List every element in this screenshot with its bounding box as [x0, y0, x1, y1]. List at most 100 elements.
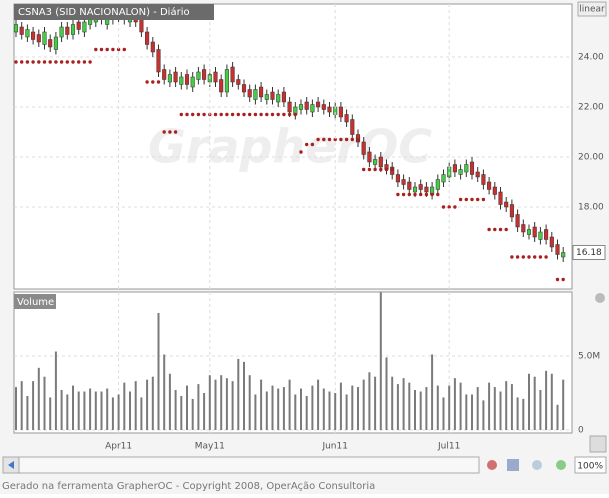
candle-body	[270, 91, 275, 100]
candle-body	[281, 91, 286, 103]
stop-dot	[333, 137, 337, 142]
zoom-value[interactable]: 100%	[577, 462, 603, 472]
volume-bar	[151, 376, 154, 430]
stop-dot	[447, 205, 451, 209]
volume-bar	[516, 397, 519, 430]
stop-dot	[105, 47, 109, 52]
volume-bar	[277, 388, 280, 430]
scale-label[interactable]: linear	[579, 5, 605, 15]
volume-bar	[328, 391, 331, 430]
candle-body	[230, 66, 235, 83]
scale-button[interactable]	[577, 1, 607, 17]
stop-dot	[464, 197, 468, 202]
stop-dot	[31, 60, 35, 64]
volume-bar	[282, 387, 285, 430]
volume-bar	[94, 391, 97, 430]
stop-dot	[162, 130, 166, 134]
stop-dot	[168, 130, 172, 134]
stop-dot	[476, 197, 480, 202]
volume-bar	[32, 381, 35, 430]
volume-bar	[510, 384, 513, 430]
candle-body	[401, 179, 406, 185]
candle-body	[487, 181, 492, 190]
scrollbar[interactable]	[18, 456, 480, 474]
stop-dot	[253, 112, 258, 117]
stop-dot	[248, 112, 252, 117]
volume-bar	[77, 391, 80, 430]
stop-dot	[413, 192, 417, 197]
volume-bar	[197, 384, 200, 430]
stop-dot	[77, 60, 81, 64]
volume-bar	[419, 391, 422, 430]
candle-body	[184, 74, 190, 85]
volume-bar	[254, 394, 257, 430]
zoom-out-button[interactable]	[532, 460, 542, 470]
candle-body	[378, 156, 383, 168]
y-tick-label: 22.00	[578, 103, 604, 113]
stop-dot	[196, 112, 201, 117]
stop-dot	[396, 192, 400, 197]
volume-bar	[265, 391, 268, 430]
stop-dot	[390, 167, 394, 172]
stop-dot	[259, 112, 263, 117]
zoom-field[interactable]	[574, 456, 607, 474]
stop-dot	[561, 277, 565, 282]
candle-body	[167, 74, 172, 83]
candle-body	[361, 141, 366, 155]
volume-bar	[402, 378, 405, 430]
volume-bar	[111, 397, 114, 430]
stop-dot	[25, 60, 30, 64]
resize-button[interactable]	[589, 435, 607, 453]
volume-bar	[368, 372, 371, 430]
volume-bar	[288, 379, 291, 430]
close-panel-button[interactable]	[595, 293, 605, 303]
candle-body	[179, 76, 184, 85]
tool-button[interactable]	[487, 460, 497, 470]
candle-body	[561, 252, 566, 258]
volume-bar	[83, 391, 86, 430]
volume-bar	[476, 387, 479, 430]
stop-dot	[424, 192, 429, 197]
candle-body	[316, 101, 321, 108]
stop-dot	[555, 277, 560, 282]
stop-dot	[71, 60, 75, 64]
volume-bar	[220, 375, 223, 430]
volume-bar	[505, 381, 508, 430]
volume-bar	[26, 395, 29, 430]
stop-dot	[515, 255, 520, 259]
volume-title: Volume	[17, 297, 54, 308]
stop-dot	[407, 192, 411, 197]
volume-bar	[237, 358, 240, 430]
candle-body	[259, 86, 264, 98]
tool-button[interactable]	[507, 459, 519, 471]
candle-body	[253, 89, 258, 100]
volume-bar	[123, 382, 126, 430]
stop-dot	[116, 47, 121, 52]
zoom-in-button[interactable]	[556, 460, 566, 470]
volume-bar	[550, 373, 553, 430]
candle-body	[412, 186, 418, 193]
candle-body	[441, 174, 446, 183]
volume-bar	[20, 381, 23, 430]
last-price-label: 16.18	[576, 248, 602, 258]
volume-bar	[117, 394, 120, 430]
stop-dot	[236, 112, 240, 117]
volume-bar	[243, 361, 245, 430]
volume-bar	[539, 390, 542, 430]
candle-body	[298, 104, 304, 110]
candle-body	[19, 26, 24, 35]
stop-dot	[145, 80, 149, 84]
candle-body	[544, 229, 549, 240]
volume-bar	[100, 391, 103, 430]
stop-dot	[156, 80, 161, 84]
volume-bar	[465, 394, 468, 430]
candle-body	[145, 31, 150, 45]
stop-dot	[305, 142, 309, 147]
volume-bar	[191, 398, 194, 430]
stop-dot	[287, 112, 292, 117]
y-tick-label: 0	[578, 426, 584, 436]
volume-bar	[493, 387, 496, 430]
candle-body	[504, 201, 509, 208]
volume-bar	[322, 388, 325, 430]
stop-dot	[65, 60, 70, 64]
